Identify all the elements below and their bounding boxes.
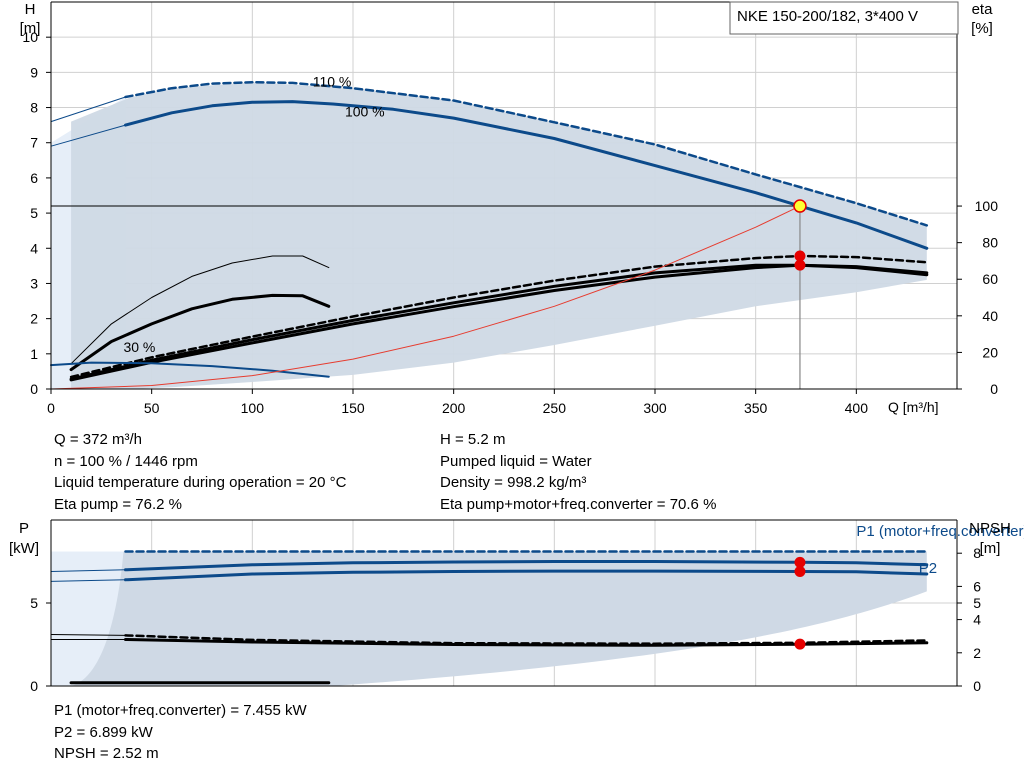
y-tick-label: 0 [30, 381, 38, 397]
y-tick-label: 4 [30, 240, 38, 256]
head-extension-100 [50, 124, 126, 147]
power-p1: P1 (motor+freq.converter) = 7.455 kW [54, 702, 307, 719]
duty-info-right: H = 5.2 m Pumped liquid = Water Density … [440, 429, 716, 515]
duty-eta-total: Eta pump+motor+freq.converter = 70.6 % [440, 495, 717, 513]
power-npsh: NPSH = 2.52 m [54, 745, 159, 762]
x-tick-label: 50 [144, 400, 160, 416]
power-envelope [51, 551, 927, 686]
head-extension-110 [50, 96, 126, 123]
p-axis-label: P [19, 520, 29, 537]
curve-label: 30 % [123, 339, 155, 355]
x-tick-label: 250 [543, 400, 567, 416]
npsh-tick-label: 4 [973, 612, 981, 628]
duty-eta-pump: Eta pump = 76.2 % [54, 495, 182, 513]
x-tick-label: 150 [341, 400, 365, 416]
power-axes [46, 519, 962, 687]
y-tick-label: 9 [30, 64, 38, 80]
duty-info-left: Q = 372 m³/h n = 100 % / 1446 rpm Liquid… [54, 429, 346, 515]
series-eta-30-outer [70, 255, 330, 365]
series-p2 [124, 569, 929, 582]
duty-h: H = 5.2 m [440, 431, 506, 448]
y-tick-label: 7 [30, 135, 38, 151]
y-tick-label: 2 [30, 311, 38, 327]
npsh-tick-label: 5 [973, 595, 981, 611]
x-tick-label: 200 [442, 400, 466, 416]
x-tick-label: 300 [643, 400, 667, 416]
eta-duty-point [794, 250, 806, 262]
x-axis-label: Q [m³/h] [888, 399, 939, 415]
y-tick-label: 6 [30, 170, 38, 186]
duty-speed: n = 100 % / 1446 rpm [54, 452, 198, 470]
curve-label: 110 % [313, 73, 352, 89]
series-npsh [124, 638, 929, 647]
duty-point-marker [793, 199, 807, 213]
duty-liquid-temp: Liquid temperature during operation = 20… [54, 474, 347, 491]
eta-tick-label: 100 [975, 198, 999, 214]
power-envelope-area [71, 551, 927, 686]
eta-tick-label: 60 [982, 271, 998, 287]
series-eta-110- [69, 254, 929, 379]
duty-density: Density = 998.2 kg/m³ [440, 474, 587, 491]
series-eta-pump-motor-freq-converter [69, 263, 929, 382]
head-labels: 0 50 100 150 200 250 300 350 4000123456789100204… [20, 1, 999, 416]
p2-extension [50, 579, 126, 582]
p-tick-label: 0 [30, 678, 38, 694]
power-curves [50, 550, 929, 685]
eta-axis-unit: [%] [971, 20, 993, 37]
series-npsh-110- [124, 634, 929, 645]
series-110- [124, 80, 929, 227]
npsh-axis-label: NPSH [969, 520, 1011, 537]
curve-label: 100 % [345, 103, 385, 119]
power-info: P1 (motor+freq.converter) = 7.455 kW P2 … [54, 700, 307, 765]
y-axis-unit: [m] [20, 20, 41, 37]
series-100- [124, 100, 929, 250]
eta-duty-point [794, 259, 806, 271]
duty-liquid: Pumped liquid = Water [440, 452, 592, 470]
x-tick-label: 0 [47, 400, 55, 416]
series-h-30- [50, 361, 330, 378]
title-box-text: NKE 150-200/182, 3*400 V [737, 8, 918, 25]
npsh-tick-label: 2 [973, 645, 981, 661]
npsh-tick-label: 8 [973, 545, 981, 561]
p-tick-label: 5 [30, 595, 38, 611]
duty-q: Q = 372 m³/h [54, 431, 142, 448]
y-tick-label: 1 [30, 346, 38, 362]
series-p1 [124, 560, 929, 572]
npsh-axis-unit: [m] [980, 540, 1001, 557]
p-axis-unit: [kW] [9, 540, 39, 557]
y-tick-label: 5 [30, 205, 38, 221]
legend-p2: P2 [919, 560, 937, 577]
eta-tick-label: 0 [990, 381, 998, 397]
eta-tick-label: 80 [982, 235, 998, 251]
series-eta-30- [69, 293, 331, 372]
legend-p1: P1 (motor+freq.converter) [856, 523, 1024, 540]
x-tick-label: 400 [845, 400, 869, 416]
power-p2: P2 = 6.899 kW [54, 723, 153, 741]
npsh-extension [50, 634, 126, 636]
power-duty-point [794, 565, 806, 577]
y-tick-label: 8 [30, 100, 38, 116]
y-tick-label: 10 [22, 29, 38, 45]
series-system-curve [50, 205, 801, 390]
npsh-tick-label: 6 [973, 578, 981, 594]
eta-tick-label: 40 [982, 308, 998, 324]
y-axis-label: H [25, 1, 36, 18]
p1-extension [50, 569, 126, 572]
x-tick-label: 350 [744, 400, 768, 416]
title-box: NKE 150-200/182, 3*400 V [729, 1, 959, 35]
eta-tick-label: 20 [982, 344, 998, 360]
x-tick-label: 100 [241, 400, 265, 416]
npsh-tick-label: 0 [973, 678, 981, 694]
eta-axis-label: eta [972, 1, 994, 18]
power-duty-point [794, 638, 806, 650]
envelope-area [71, 82, 927, 389]
head-curves [50, 80, 929, 390]
power-duty-point [794, 556, 806, 568]
y-tick-label: 3 [30, 275, 38, 291]
head-envelope [51, 82, 927, 389]
